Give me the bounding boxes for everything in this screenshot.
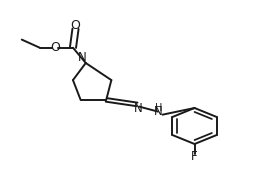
Text: O: O [50, 41, 60, 54]
Text: F: F [191, 150, 198, 163]
Text: N: N [134, 102, 143, 115]
Text: H: H [155, 103, 162, 113]
Text: N: N [78, 51, 86, 64]
Text: O: O [71, 19, 80, 32]
Text: N: N [154, 105, 163, 118]
